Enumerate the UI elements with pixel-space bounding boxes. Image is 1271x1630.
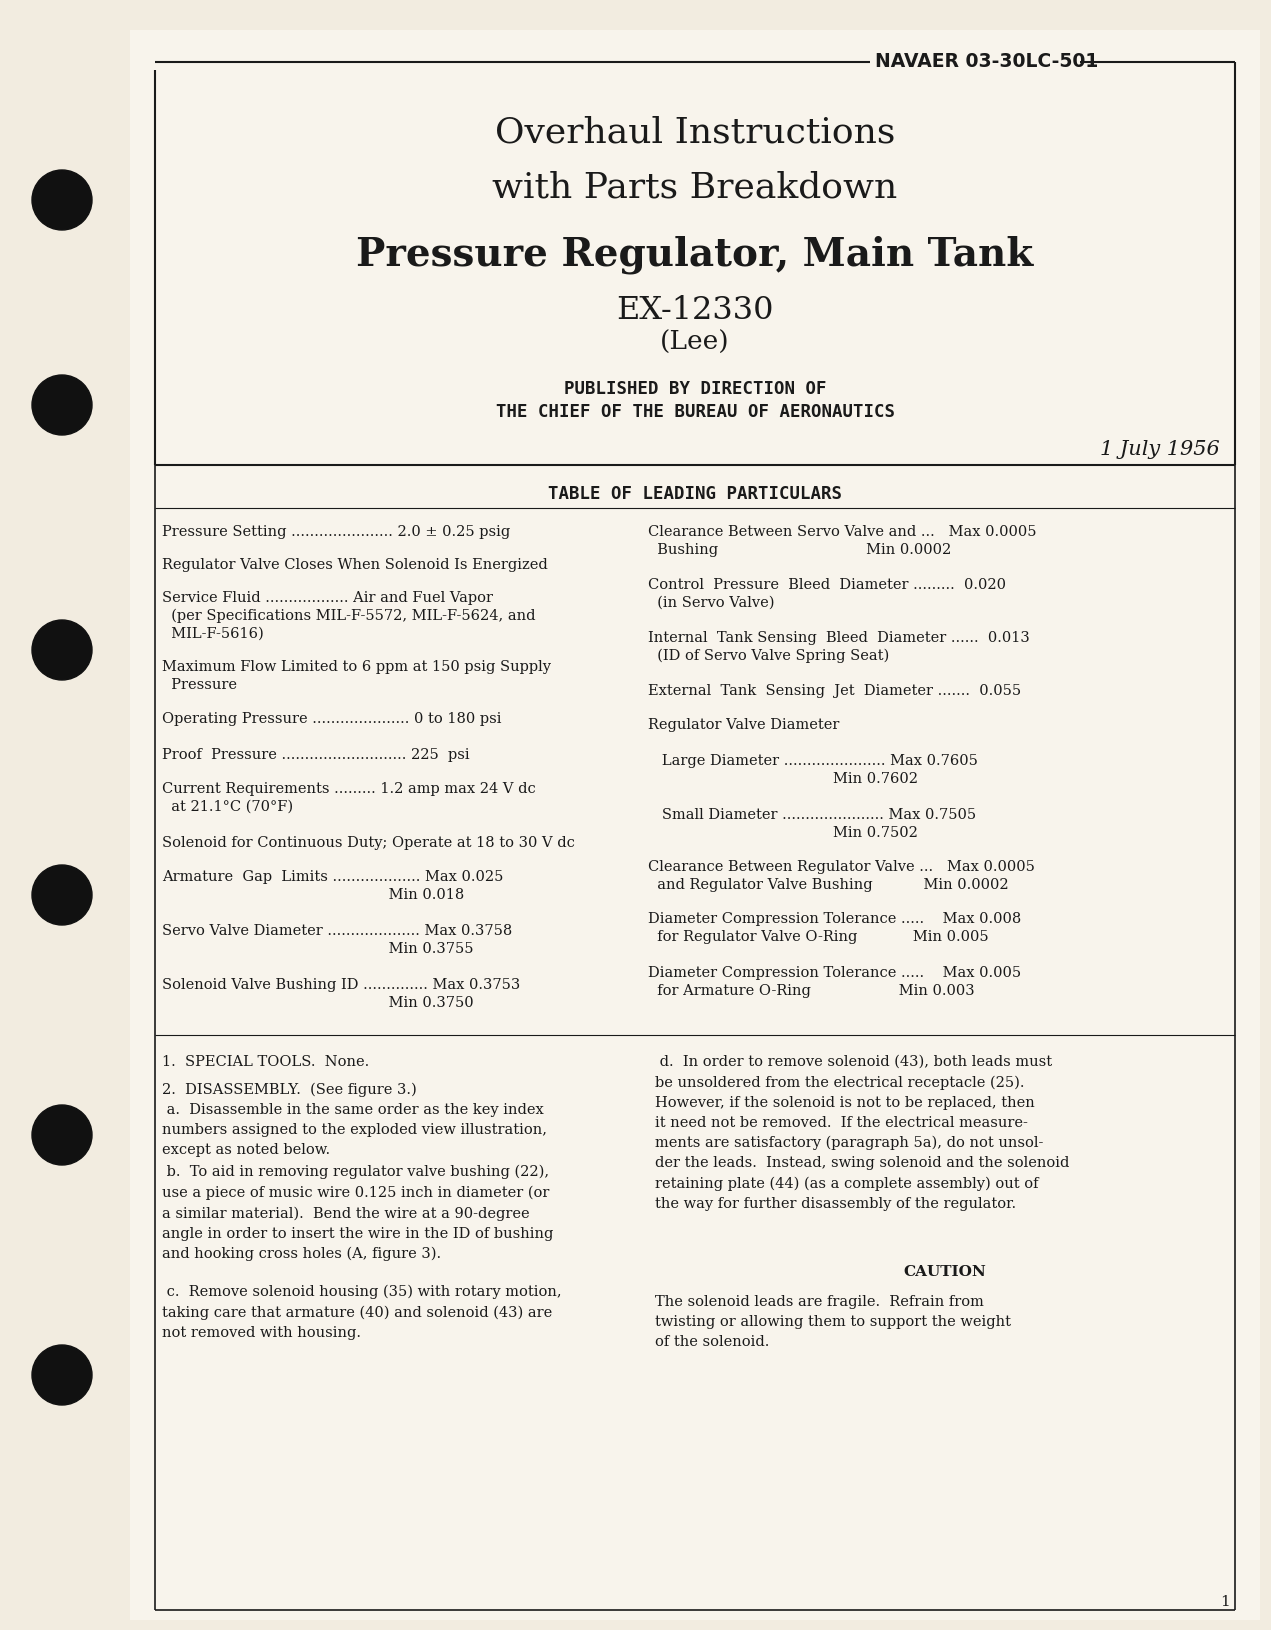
- Text: Internal  Tank Sensing  Bleed  Diameter ......  0.013: Internal Tank Sensing Bleed Diameter ...…: [648, 631, 1030, 645]
- Text: Diameter Compression Tolerance .....    Max 0.008: Diameter Compression Tolerance ..... Max…: [648, 913, 1022, 926]
- Text: The solenoid leads are fragile.  Refrain from
twisting or allowing them to suppo: The solenoid leads are fragile. Refrain …: [655, 1294, 1010, 1350]
- Text: EX-12330: EX-12330: [616, 295, 774, 326]
- Text: MIL-F-5616): MIL-F-5616): [161, 628, 264, 641]
- Text: Regulator Valve Diameter: Regulator Valve Diameter: [648, 717, 839, 732]
- Text: Armature  Gap  Limits ................... Max 0.025: Armature Gap Limits ................... …: [161, 870, 503, 883]
- Text: THE CHIEF OF THE BUREAU OF AERONAUTICS: THE CHIEF OF THE BUREAU OF AERONAUTICS: [496, 403, 895, 421]
- Circle shape: [32, 170, 92, 230]
- Text: (in Servo Valve): (in Servo Valve): [648, 597, 774, 610]
- Text: 1 July 1956: 1 July 1956: [1101, 440, 1220, 460]
- Text: Pressure: Pressure: [161, 678, 236, 693]
- Text: 2.  DISASSEMBLY.  (See figure 3.): 2. DISASSEMBLY. (See figure 3.): [161, 1082, 417, 1097]
- Text: d.  In order to remove solenoid (43), both leads must
be unsoldered from the ele: d. In order to remove solenoid (43), bot…: [655, 1055, 1069, 1211]
- Text: Servo Valve Diameter .................... Max 0.3758: Servo Valve Diameter ...................…: [161, 924, 512, 937]
- Text: NAVAER 03-30LC-501: NAVAER 03-30LC-501: [874, 52, 1098, 72]
- Text: 1.  SPECIAL TOOLS.  None.: 1. SPECIAL TOOLS. None.: [161, 1055, 370, 1069]
- Circle shape: [32, 1105, 92, 1165]
- Text: Min 0.018: Min 0.018: [161, 888, 464, 901]
- Text: Min 0.7502: Min 0.7502: [648, 826, 918, 839]
- Text: and Regulator Valve Bushing           Min 0.0002: and Regulator Valve Bushing Min 0.0002: [648, 879, 1009, 892]
- Text: Operating Pressure ..................... 0 to 180 psi: Operating Pressure .....................…: [161, 712, 502, 725]
- Text: Service Fluid .................. Air and Fuel Vapor: Service Fluid .................. Air and…: [161, 592, 493, 605]
- Text: (ID of Servo Valve Spring Seat): (ID of Servo Valve Spring Seat): [648, 649, 890, 663]
- Text: TABLE OF LEADING PARTICULARS: TABLE OF LEADING PARTICULARS: [548, 486, 841, 504]
- Text: for Regulator Valve O-Ring            Min 0.005: for Regulator Valve O-Ring Min 0.005: [648, 931, 989, 944]
- Text: Proof  Pressure ........................... 225  psi: Proof Pressure .........................…: [161, 748, 469, 761]
- Circle shape: [32, 619, 92, 680]
- Text: (Lee): (Lee): [660, 329, 730, 355]
- Text: Small Diameter ...................... Max 0.7505: Small Diameter ...................... Ma…: [648, 808, 976, 822]
- Text: Overhaul Instructions: Overhaul Instructions: [494, 116, 895, 148]
- Text: b.  To aid in removing regulator valve bushing (22),
use a piece of music wire 0: b. To aid in removing regulator valve bu…: [161, 1165, 553, 1262]
- Circle shape: [32, 375, 92, 435]
- Text: Control  Pressure  Bleed  Diameter .........  0.020: Control Pressure Bleed Diameter ........…: [648, 579, 1007, 592]
- Text: Pressure Regulator, Main Tank: Pressure Regulator, Main Tank: [356, 235, 1033, 274]
- Circle shape: [32, 1345, 92, 1405]
- Text: PUBLISHED BY DIRECTION OF: PUBLISHED BY DIRECTION OF: [564, 380, 826, 398]
- Text: Maximum Flow Limited to 6 ppm at 150 psig Supply: Maximum Flow Limited to 6 ppm at 150 psi…: [161, 660, 552, 673]
- Text: Min 0.3750: Min 0.3750: [161, 996, 474, 1011]
- Text: Diameter Compression Tolerance .....    Max 0.005: Diameter Compression Tolerance ..... Max…: [648, 967, 1021, 980]
- Text: with Parts Breakdown: with Parts Breakdown: [492, 170, 897, 204]
- Text: Solenoid Valve Bushing ID .............. Max 0.3753: Solenoid Valve Bushing ID ..............…: [161, 978, 520, 993]
- Text: Min 0.3755: Min 0.3755: [161, 942, 474, 957]
- Text: Current Requirements ......... 1.2 amp max 24 V dc: Current Requirements ......... 1.2 amp m…: [161, 782, 536, 795]
- Text: 1: 1: [1220, 1596, 1230, 1609]
- Text: Pressure Setting ...................... 2.0 ± 0.25 psig: Pressure Setting ...................... …: [161, 525, 510, 540]
- Text: at 21.1°C (70°F): at 21.1°C (70°F): [161, 800, 294, 813]
- Text: Clearance Between Servo Valve and ...   Max 0.0005: Clearance Between Servo Valve and ... Ma…: [648, 525, 1036, 540]
- Bar: [130, 29, 1260, 1620]
- Text: Min 0.7602: Min 0.7602: [648, 773, 918, 786]
- Text: Clearance Between Regulator Valve ...   Max 0.0005: Clearance Between Regulator Valve ... Ma…: [648, 861, 1035, 874]
- Text: External  Tank  Sensing  Jet  Diameter .......  0.055: External Tank Sensing Jet Diameter .....…: [648, 685, 1021, 698]
- Text: for Armature O-Ring                   Min 0.003: for Armature O-Ring Min 0.003: [648, 985, 975, 998]
- Circle shape: [32, 866, 92, 924]
- Text: (per Specifications MIL-F-5572, MIL-F-5624, and: (per Specifications MIL-F-5572, MIL-F-56…: [161, 610, 535, 623]
- Text: Large Diameter ...................... Max 0.7605: Large Diameter ...................... Ma…: [648, 755, 977, 768]
- Text: a.  Disassemble in the same order as the key index
numbers assigned to the explo: a. Disassemble in the same order as the …: [161, 1104, 547, 1157]
- Text: c.  Remove solenoid housing (35) with rotary motion,
taking care that armature (: c. Remove solenoid housing (35) with rot…: [161, 1284, 562, 1340]
- Text: Solenoid for Continuous Duty; Operate at 18 to 30 V dc: Solenoid for Continuous Duty; Operate at…: [161, 836, 574, 849]
- Text: Bushing                                Min 0.0002: Bushing Min 0.0002: [648, 543, 951, 557]
- Text: Regulator Valve Closes When Solenoid Is Energized: Regulator Valve Closes When Solenoid Is …: [161, 557, 548, 572]
- Text: CAUTION: CAUTION: [904, 1265, 986, 1280]
